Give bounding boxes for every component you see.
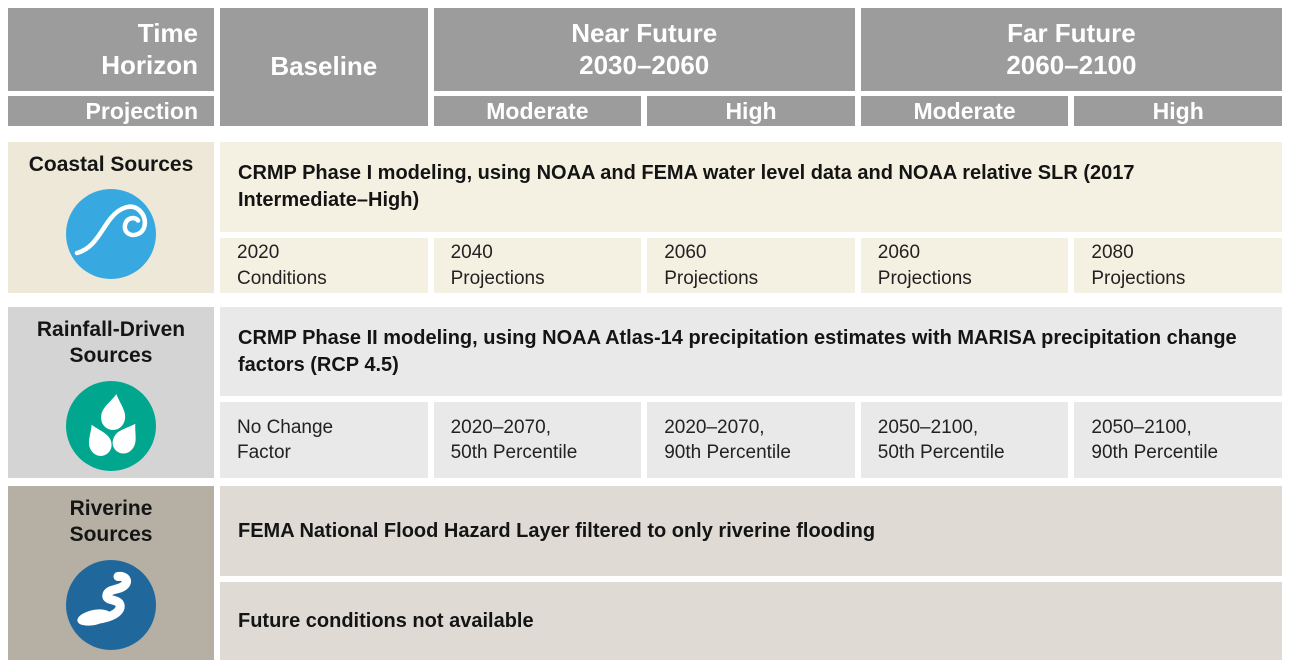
riverine-row-title: Riverine Sources — [69, 497, 153, 547]
wave-icon — [64, 187, 158, 281]
header-far-future: Far Future 2060–2100 — [860, 8, 1282, 91]
header-time-horizon: Time Horizon — [8, 8, 214, 91]
rainfall-baseline-cell: No Change Factor — [220, 402, 428, 478]
table-header: Time Horizon Baseline Near Future 2030–2… — [8, 8, 1282, 126]
rainfall-far-moderate-cell: 2050–2100, 50th Percentile — [860, 402, 1069, 478]
rainfall-row-content: CRMP Phase II modeling, using NOAA Atlas… — [220, 307, 1282, 478]
rainfall-description: CRMP Phase II modeling, using NOAA Atlas… — [220, 307, 1282, 396]
riverine-row-label: Riverine Sources — [8, 486, 214, 660]
rainfall-near-high-cell: 2020–2070, 90th Percentile — [647, 402, 855, 478]
header-near-moderate: Moderate — [433, 96, 642, 126]
header-baseline: Baseline — [220, 8, 428, 126]
header-projection: Projection — [8, 96, 214, 126]
riverine-row-content: FEMA National Flood Hazard Layer filtere… — [220, 486, 1282, 660]
rainfall-row-label: Rainfall-Driven Sources — [8, 307, 214, 478]
coastal-near-moderate-cell: 2040 Projections — [433, 238, 642, 293]
header-near-high: High — [647, 96, 855, 126]
coastal-row-content: CRMP Phase I modeling, using NOAA and FE… — [220, 142, 1282, 293]
river-icon — [64, 558, 158, 652]
rainfall-near-moderate-cell: 2020–2070, 50th Percentile — [433, 402, 642, 478]
riverine-future-cell: Future conditions not available — [220, 582, 1282, 660]
coastal-far-moderate-cell: 2060 Projections — [860, 238, 1069, 293]
riverine-description: FEMA National Flood Hazard Layer filtere… — [220, 486, 1282, 576]
coastal-description: CRMP Phase I modeling, using NOAA and FE… — [220, 142, 1282, 232]
rainfall-row-title: Rainfall-Driven Sources — [36, 318, 186, 368]
coastal-near-high-cell: 2060 Projections — [647, 238, 855, 293]
coastal-cells: 2020 Conditions 2040 Projections 2060 Pr… — [220, 238, 1282, 293]
header-near-future: Near Future 2030–2060 — [433, 8, 855, 91]
rainfall-cells: No Change Factor 2020–2070, 50th Percent… — [220, 402, 1282, 478]
row-coastal-sources: Coastal Sources CRMP Phase I modeling, u… — [8, 142, 1282, 293]
row-riverine-sources: Riverine Sources FEMA National Flood Haz… — [8, 486, 1282, 660]
coastal-row-title: Coastal Sources — [28, 153, 194, 176]
rainfall-far-high-cell: 2050–2100, 90th Percentile — [1074, 402, 1282, 478]
coastal-baseline-cell: 2020 Conditions — [220, 238, 428, 293]
header-far-moderate: Moderate — [860, 96, 1069, 126]
raindrops-icon — [64, 379, 158, 473]
row-rainfall-driven-sources: Rainfall-Driven Sources CRMP Phase II mo… — [8, 307, 1282, 478]
coastal-far-high-cell: 2080 Projections — [1074, 238, 1282, 293]
coastal-row-label: Coastal Sources — [8, 142, 214, 293]
header-far-high: High — [1074, 96, 1282, 126]
